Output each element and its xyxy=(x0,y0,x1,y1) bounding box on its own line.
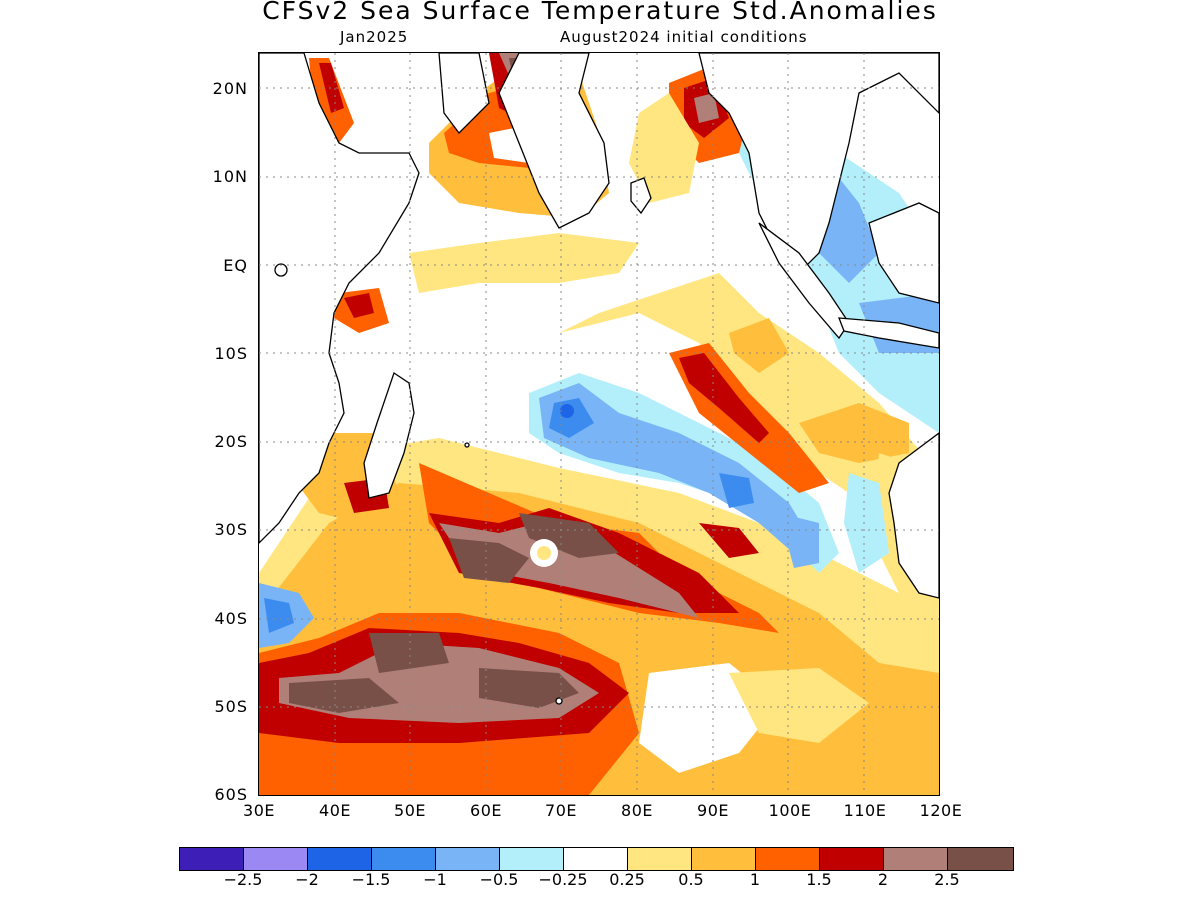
lat-tick-label: 40S xyxy=(214,609,248,628)
lon-tick-label: 120E xyxy=(919,801,963,820)
sri-lanka-landmass xyxy=(630,177,652,215)
colorbar-swatch xyxy=(436,848,500,870)
lon-tick-label: 80E xyxy=(621,801,653,820)
lat-tick-label: 20S xyxy=(214,432,248,451)
southwest-cold-core xyxy=(264,598,294,633)
eastern-warm-band xyxy=(559,273,939,558)
colorbar-swatch xyxy=(820,848,884,870)
lon-tick-label: 110E xyxy=(843,801,887,820)
lon-tick-label: 70E xyxy=(545,801,577,820)
colorbar-swatch xyxy=(500,848,564,870)
colorbar-tick-label: 2.5 xyxy=(934,870,960,889)
colorbar-tick-label: 0.25 xyxy=(609,870,645,889)
colorbar-tick-label: −0.5 xyxy=(479,870,519,889)
initial-conditions-label: August2024 initial conditions xyxy=(560,28,808,46)
colorbar-swatch xyxy=(756,848,820,870)
island-landmass xyxy=(555,697,563,705)
colorbar-swatch xyxy=(948,848,1013,870)
colorbar-swatch xyxy=(372,848,436,870)
colorbar-swatch xyxy=(244,848,308,870)
lon-tick-label: 30E xyxy=(243,801,275,820)
colorbar-tick-label: −2 xyxy=(295,870,319,889)
colorbar-swatch xyxy=(628,848,692,870)
colorbar-swatch xyxy=(308,848,372,870)
lon-tick-label: 40E xyxy=(319,801,351,820)
colorbar-tick-label: −2.5 xyxy=(223,870,263,889)
colorbar-tick-label: 1 xyxy=(749,870,761,889)
madagascar-landmass xyxy=(363,371,415,499)
lat-tick-label: EQ xyxy=(223,256,248,275)
anomaly-map-svg xyxy=(259,53,939,795)
colorbar-swatch xyxy=(884,848,948,870)
map-gridlines xyxy=(259,53,939,795)
colorbar-tick-label: −1.5 xyxy=(351,870,391,889)
colorbar-swatch xyxy=(564,848,628,870)
java-landmass xyxy=(838,317,939,349)
lat-tick-label: 20N xyxy=(212,79,248,98)
lon-tick-label: 100E xyxy=(768,801,812,820)
lon-tick-label: 60E xyxy=(470,801,502,820)
australia-landmass xyxy=(888,432,939,599)
southern-warm-band xyxy=(259,438,939,795)
southern-weak-warm xyxy=(729,668,869,743)
chart-title: CFSv2 Sea Surface Temperature Std.Anomal… xyxy=(262,0,938,25)
colorbar-tick-label: −1 xyxy=(423,870,447,889)
lat-tick-label: 60S xyxy=(214,785,248,804)
colorbar-swatch xyxy=(692,848,756,870)
lon-tick-label: 50E xyxy=(394,801,426,820)
anomaly-map xyxy=(259,53,939,795)
lat-tick-label: 30S xyxy=(214,520,248,539)
valid-month-label: Jan2025 xyxy=(340,28,409,46)
india-landmass xyxy=(498,53,610,229)
arabia-landmass xyxy=(438,53,490,134)
land-masses xyxy=(259,53,939,705)
lon-tick-label: 90E xyxy=(697,801,729,820)
colorbar-tick-label: 2 xyxy=(877,870,889,889)
central-cold-tongue xyxy=(529,373,839,573)
lat-tick-label: 10N xyxy=(212,167,248,186)
africa-landmass xyxy=(259,53,420,544)
lat-tick-label: 50S xyxy=(214,697,248,716)
lat-tick-label: 10S xyxy=(214,344,248,363)
island-landmass xyxy=(274,263,288,277)
colorbar-tick-label: 1.5 xyxy=(806,870,832,889)
borneo-landmass xyxy=(868,202,939,304)
colorbar-tick-label: 0.5 xyxy=(678,870,704,889)
colorbar-tick-label: −0.25 xyxy=(538,870,588,889)
colorbar xyxy=(179,847,1014,871)
island-landmass xyxy=(464,442,470,448)
southeast-asia-landmass xyxy=(698,53,939,274)
colorbar-swatch xyxy=(180,848,244,870)
